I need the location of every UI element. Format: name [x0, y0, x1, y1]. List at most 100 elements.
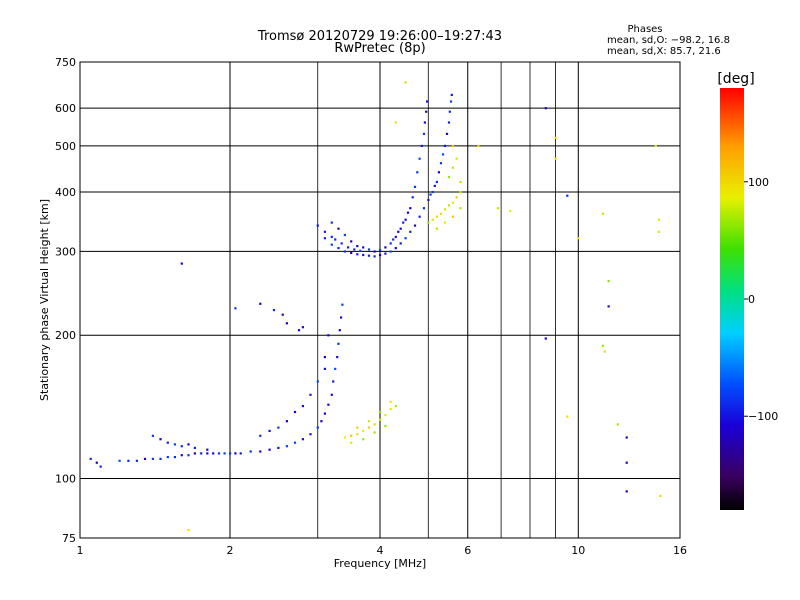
data-point — [659, 494, 662, 497]
data-point — [180, 445, 183, 448]
data-point — [151, 457, 154, 460]
data-point — [135, 459, 138, 462]
data-point — [402, 221, 405, 224]
data-point — [340, 316, 343, 319]
data-point — [362, 438, 365, 441]
data-point — [356, 245, 359, 248]
data-point — [338, 329, 341, 332]
data-point — [607, 280, 610, 283]
data-point — [384, 424, 387, 428]
data-point — [285, 322, 288, 325]
data-point — [323, 230, 326, 233]
data-point — [450, 93, 453, 96]
data-point — [316, 380, 319, 383]
data-point — [448, 110, 451, 113]
plot-frame — [79, 61, 681, 539]
data-point — [437, 171, 440, 174]
data-point — [554, 157, 557, 160]
data-point — [337, 227, 340, 230]
data-point — [217, 452, 221, 455]
data-point — [384, 252, 387, 255]
data-point — [350, 240, 353, 243]
data-point — [625, 490, 628, 493]
data-point — [323, 237, 326, 240]
data-point — [350, 251, 353, 254]
data-point — [439, 212, 443, 215]
data-point — [451, 215, 454, 218]
data-point — [392, 238, 395, 241]
data-point — [316, 224, 319, 227]
data-point — [384, 414, 387, 417]
data-point — [413, 224, 417, 227]
data-point — [399, 242, 402, 245]
data-point — [379, 410, 382, 414]
data-point — [601, 344, 604, 347]
data-point — [373, 250, 376, 253]
data-point — [379, 249, 382, 252]
x-tick-label: 4 — [377, 544, 384, 557]
chart-subtitle: RwPretec (8p) — [334, 41, 425, 56]
data-point — [394, 121, 397, 124]
data-point — [281, 313, 284, 316]
data-point — [416, 171, 419, 174]
data-point — [397, 230, 400, 233]
data-point — [451, 144, 454, 147]
data-point — [413, 185, 417, 188]
data-point — [301, 438, 304, 441]
data-point — [544, 107, 547, 110]
data-point — [389, 408, 392, 411]
data-point — [497, 207, 500, 210]
data-point — [554, 136, 557, 139]
data-point — [447, 121, 451, 124]
data-point — [435, 180, 438, 184]
data-point — [566, 194, 569, 197]
data-point — [379, 253, 382, 257]
data-point — [399, 227, 402, 230]
data-point — [447, 204, 451, 207]
data-point — [337, 342, 340, 345]
data-point — [285, 445, 288, 448]
data-point — [447, 176, 451, 179]
data-point — [566, 415, 569, 418]
data-point — [426, 100, 429, 103]
data-point — [89, 457, 92, 460]
data-point — [159, 438, 162, 441]
y-tick-label: 750 — [55, 56, 76, 69]
data-point — [367, 420, 371, 423]
data-point — [166, 456, 169, 459]
data-points — [89, 81, 662, 532]
data-point — [259, 302, 262, 305]
colorbar-tick-label: 0 — [748, 293, 755, 306]
data-point — [384, 246, 387, 249]
phases-x-stats: mean, sd,X: 85.7, 21.6 — [607, 46, 721, 57]
data-point — [350, 434, 353, 437]
data-point — [95, 461, 98, 464]
data-point — [409, 230, 412, 233]
x-tick-label: 10 — [571, 544, 585, 557]
y-tick-label: 200 — [55, 329, 76, 342]
data-point — [193, 446, 196, 449]
x-axis-label: Frequency [MHz] — [334, 557, 426, 570]
data-point — [259, 450, 262, 453]
data-point — [277, 446, 280, 449]
data-point — [330, 221, 333, 224]
data-point — [420, 144, 423, 147]
data-point — [431, 190, 434, 194]
data-point — [223, 452, 226, 455]
data-point — [379, 418, 382, 421]
data-point — [327, 403, 330, 406]
data-point — [268, 429, 271, 432]
data-point — [433, 184, 436, 187]
data-point — [435, 227, 438, 230]
data-point — [334, 238, 337, 241]
data-point — [544, 337, 547, 340]
data-point — [418, 157, 421, 160]
data-point — [389, 242, 392, 245]
data-point — [180, 454, 183, 457]
data-point — [330, 393, 333, 396]
data-point — [439, 162, 443, 165]
colorbar — [720, 88, 744, 510]
data-point — [367, 254, 371, 257]
y-tick-label: 400 — [55, 186, 76, 199]
